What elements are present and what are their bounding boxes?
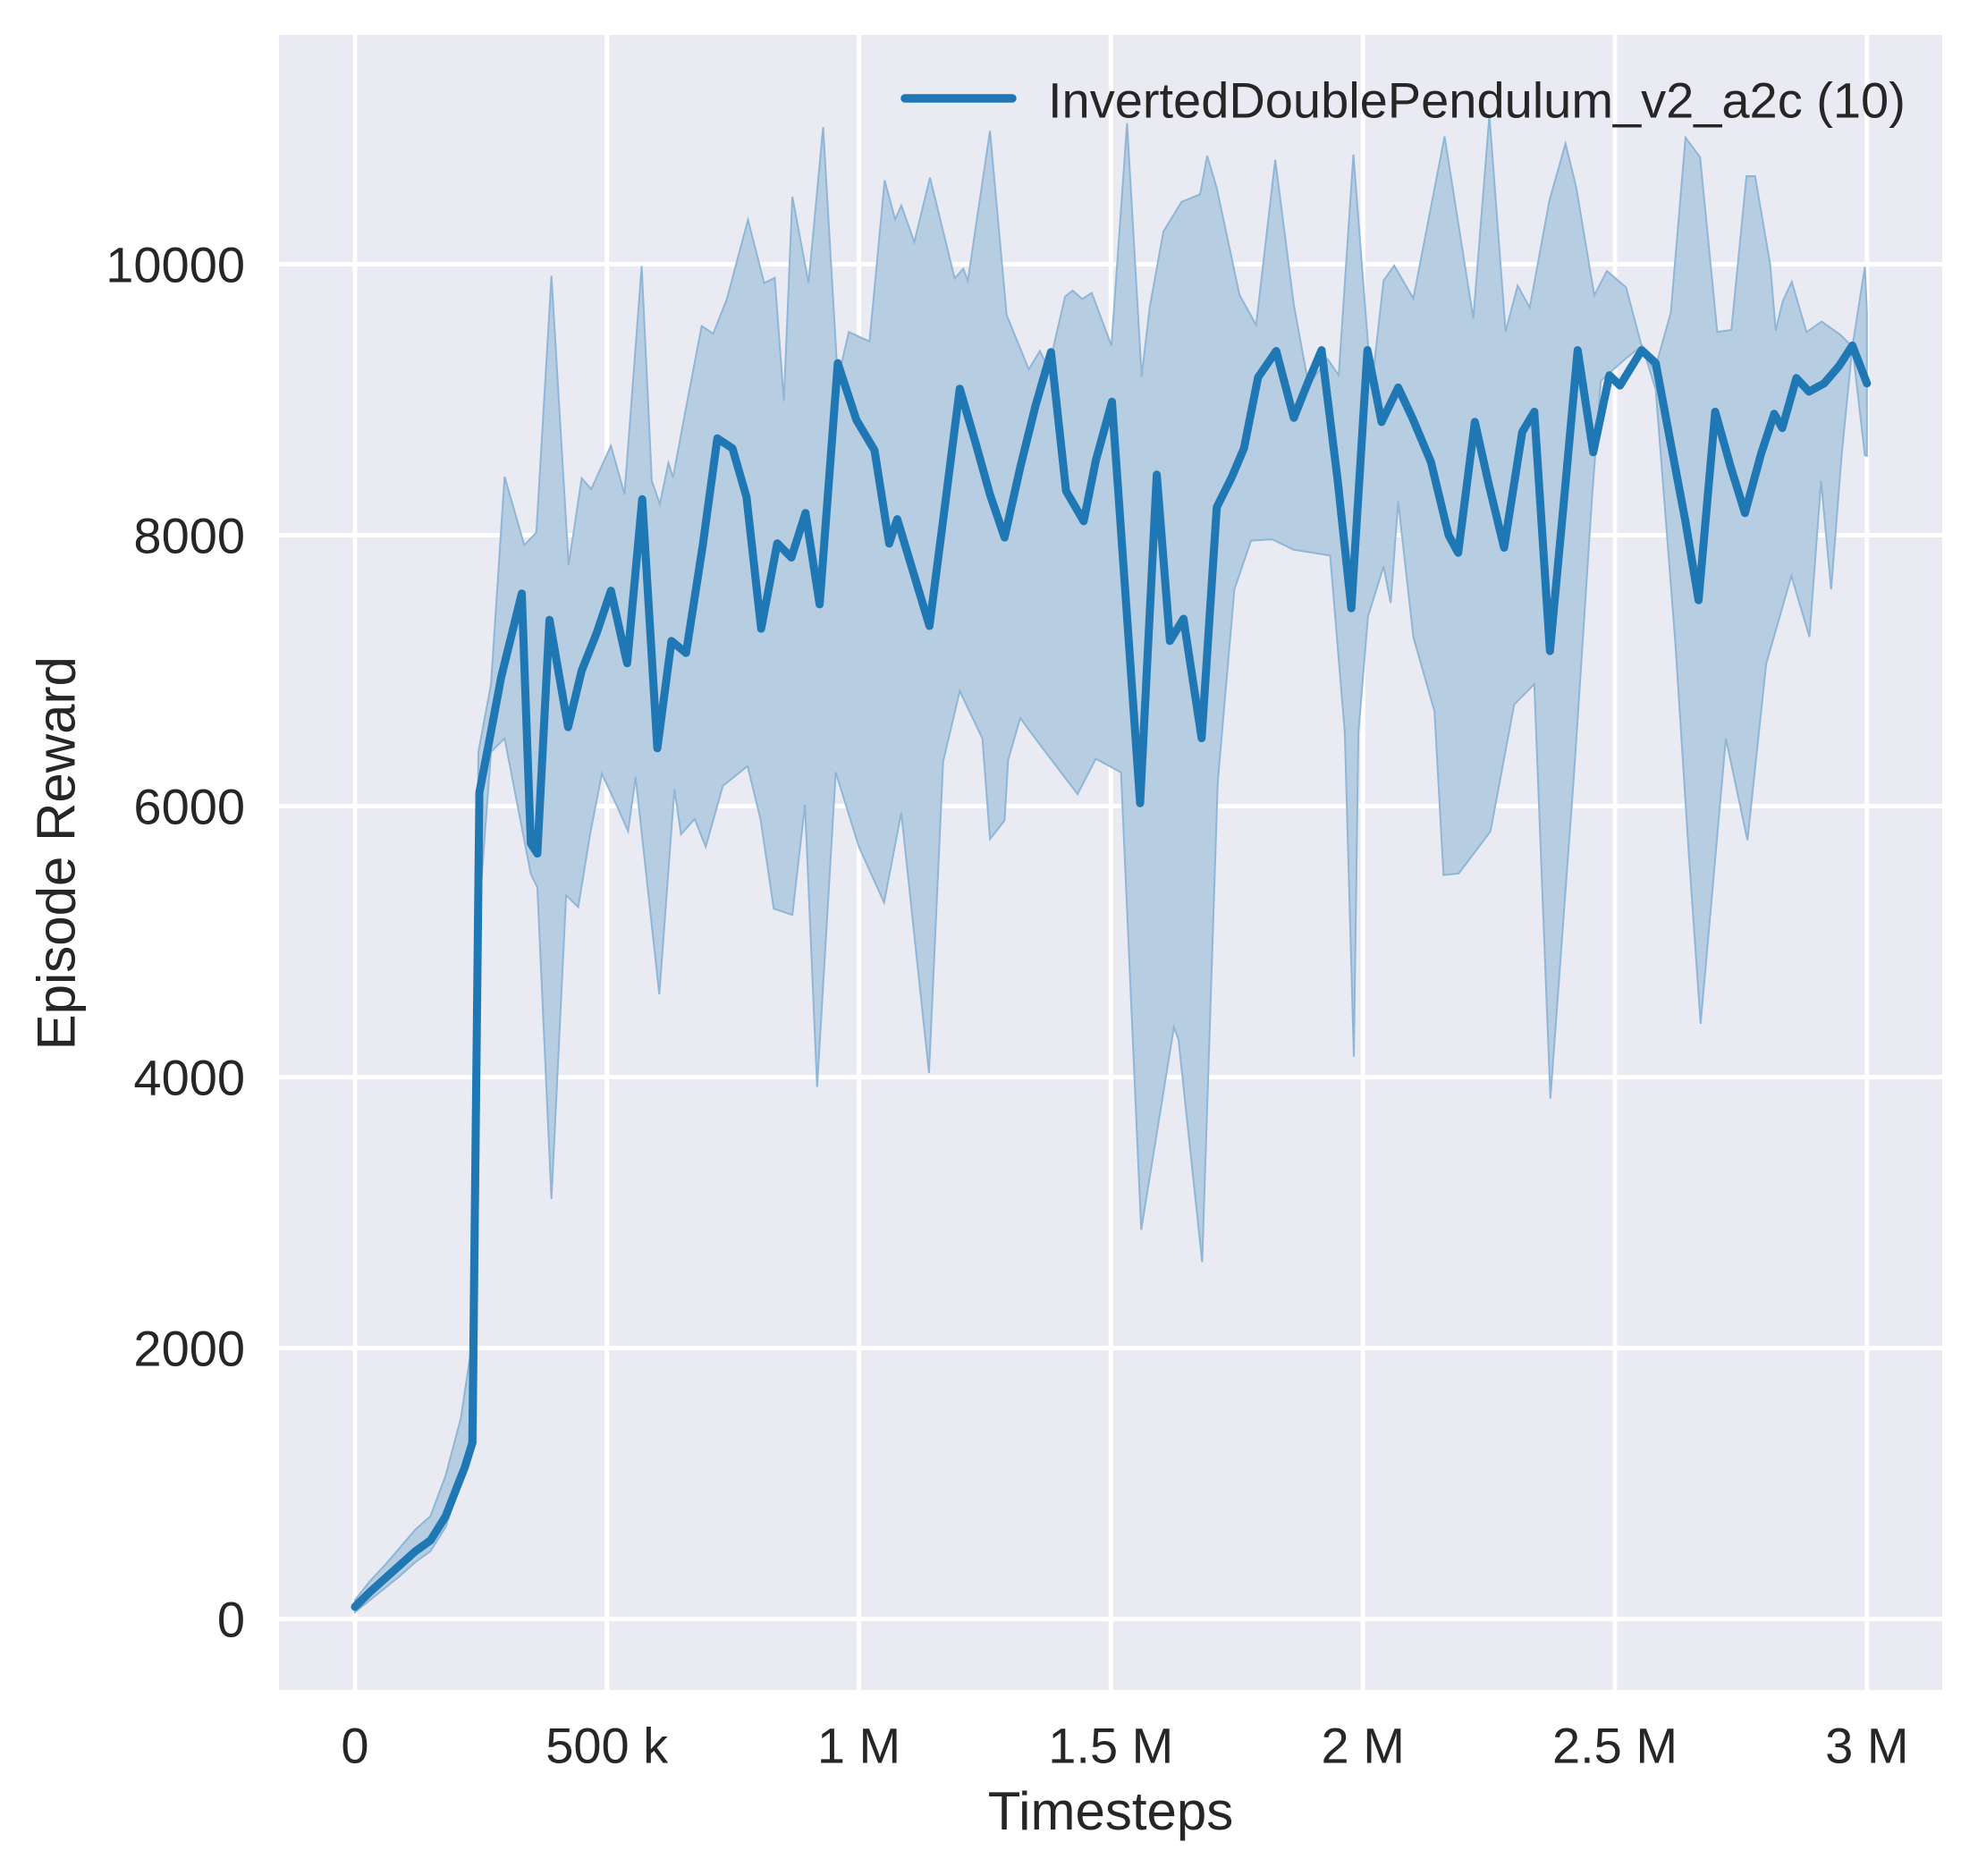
svg-text:Episode Reward: Episode Reward xyxy=(27,656,87,1050)
svg-text:1 M: 1 M xyxy=(817,1718,900,1774)
svg-text:10000: 10000 xyxy=(106,237,245,293)
svg-text:0: 0 xyxy=(217,1592,245,1648)
svg-text:InvertedDoublePendulum_v2_a2c: InvertedDoublePendulum_v2_a2c (10) xyxy=(1048,72,1906,129)
svg-text:Timesteps: Timesteps xyxy=(988,1781,1234,1841)
svg-text:1.5 M: 1.5 M xyxy=(1048,1718,1173,1774)
svg-text:500 k: 500 k xyxy=(545,1718,669,1774)
svg-text:2000: 2000 xyxy=(133,1321,245,1377)
svg-text:8000: 8000 xyxy=(133,508,245,564)
svg-text:2 M: 2 M xyxy=(1322,1718,1405,1774)
svg-text:0: 0 xyxy=(341,1718,368,1774)
svg-text:3 M: 3 M xyxy=(1825,1718,1908,1774)
svg-text:4000: 4000 xyxy=(133,1050,245,1106)
svg-text:6000: 6000 xyxy=(133,779,245,835)
svg-text:2.5 M: 2.5 M xyxy=(1552,1718,1678,1774)
